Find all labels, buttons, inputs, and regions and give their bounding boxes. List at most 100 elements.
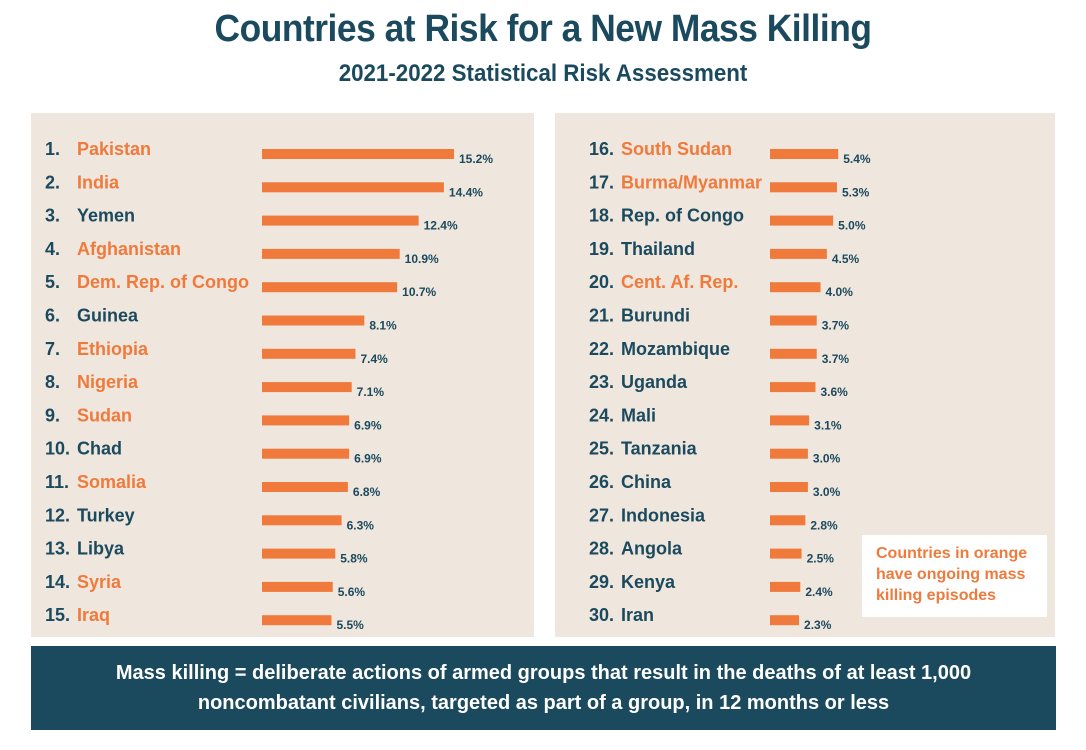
rank-label: 26.	[589, 472, 614, 492]
value-label: 6.8%	[353, 485, 381, 499]
value-label: 5.5%	[336, 618, 364, 632]
rank-label: 1.	[45, 139, 60, 159]
rank-label: 27.	[589, 505, 614, 525]
rank-label: 19.	[589, 239, 614, 259]
value-label: 5.3%	[842, 185, 870, 199]
bar	[262, 581, 333, 592]
rank-label: 7.	[45, 339, 60, 359]
value-label: 2.5%	[807, 552, 835, 566]
rank-label: 23.	[589, 372, 614, 392]
bar	[262, 615, 332, 626]
value-label: 3.0%	[813, 485, 841, 499]
country-label: Dem. Rep. of Congo	[77, 272, 249, 292]
rank-label: 2.	[45, 172, 60, 192]
bar	[262, 182, 444, 193]
value-label: 15.2%	[459, 152, 493, 166]
value-label: 3.7%	[822, 352, 850, 366]
country-label: Turkey	[77, 505, 135, 525]
value-label: 3.0%	[813, 452, 841, 466]
rank-label: 13.	[45, 539, 70, 559]
country-label: Rep. of Congo	[621, 206, 744, 226]
rank-label: 24.	[589, 405, 614, 425]
country-label: Iraq	[77, 605, 110, 625]
rank-label: 20.	[589, 272, 614, 292]
country-label: Burundi	[621, 306, 690, 326]
value-label: 10.9%	[405, 252, 439, 266]
rank-label: 25.	[589, 439, 614, 459]
bar	[262, 248, 400, 259]
country-label: Mali	[621, 405, 656, 425]
bar	[262, 482, 348, 492]
country-label: Kenya	[621, 572, 676, 592]
definition-banner: Mass killing = deliberate actions of arm…	[31, 646, 1056, 730]
country-label: China	[621, 472, 672, 492]
value-label: 5.6%	[338, 585, 366, 599]
value-label: 6.9%	[354, 452, 382, 466]
bar	[770, 182, 837, 193]
country-label: Nigeria	[77, 372, 139, 392]
bar	[262, 282, 398, 293]
bar	[770, 415, 810, 426]
country-label: Ethiopia	[77, 339, 149, 359]
value-label: 2.8%	[810, 518, 838, 532]
bar	[770, 581, 801, 592]
bar	[770, 282, 821, 293]
bar	[770, 448, 808, 459]
bar	[262, 515, 342, 526]
bar	[262, 315, 365, 326]
rank-label: 29.	[589, 572, 614, 592]
value-label: 3.7%	[822, 319, 850, 333]
country-label: South Sudan	[621, 139, 732, 159]
rank-label: 10.	[45, 439, 70, 459]
bar	[770, 382, 816, 393]
bar	[770, 482, 808, 492]
bar	[770, 515, 806, 526]
bar	[770, 149, 839, 159]
bar	[770, 315, 817, 326]
value-label: 3.6%	[820, 385, 848, 399]
country-label: Chad	[77, 439, 122, 459]
value-label: 3.1%	[814, 418, 842, 432]
rank-label: 8.	[45, 372, 60, 392]
value-label: 6.9%	[354, 418, 382, 432]
rank-label: 22.	[589, 339, 614, 359]
value-label: 5.0%	[838, 219, 866, 233]
bar	[770, 548, 802, 559]
country-label: Tanzania	[621, 439, 698, 459]
bar	[770, 215, 834, 226]
value-label: 4.5%	[832, 252, 860, 266]
rank-label: 14.	[45, 572, 70, 592]
chart-panel-left: 1. Pakistan 15.2% 2. India 14.4% 3. Yemen 12.4% 4…	[31, 113, 534, 637]
legend-note: Countries in orange have ongoing mass ki…	[862, 535, 1047, 617]
rank-label: 15.	[45, 605, 70, 625]
value-label: 5.4%	[843, 152, 871, 166]
value-label: 6.3%	[347, 518, 375, 532]
definition-line-2: noncombatant civilians, targeted as part…	[197, 692, 890, 714]
country-label: Afghanistan	[77, 239, 181, 259]
bar	[262, 149, 454, 159]
rank-label: 12.	[45, 505, 70, 525]
country-label: Burma/Myanmar	[621, 172, 762, 192]
rank-label: 16.	[589, 139, 614, 159]
country-label: Sudan	[77, 405, 132, 425]
chart-subtitle: 2021-2022 Statistical Risk Assessment	[338, 60, 748, 87]
country-label: Libya	[77, 539, 125, 559]
bar-chart-ranks-16-30: 16. South Sudan 5.4% 17. Burma/Myanmar 5.3% 18…	[589, 139, 871, 632]
rank-label: 30.	[589, 605, 614, 625]
value-label: 7.1%	[357, 385, 385, 399]
rank-label: 21.	[589, 306, 614, 326]
country-label: Yemen	[77, 206, 135, 226]
rank-label: 17.	[589, 172, 614, 192]
bar	[262, 215, 419, 226]
country-label: Syria	[77, 572, 122, 592]
chart-title: Countries at Risk for a New Mass Killing	[214, 8, 872, 50]
country-label: India	[77, 172, 120, 192]
value-label: 10.7%	[402, 285, 436, 299]
value-label: 5.8%	[340, 552, 368, 566]
country-label: Indonesia	[621, 505, 706, 525]
value-label: 7.4%	[360, 352, 388, 366]
country-label: Somalia	[77, 472, 147, 492]
bar	[262, 382, 352, 393]
chart-panel-right: 16. South Sudan 5.4% 17. Burma/Myanmar 5.3% 18…	[555, 113, 1055, 637]
bar	[770, 615, 800, 626]
